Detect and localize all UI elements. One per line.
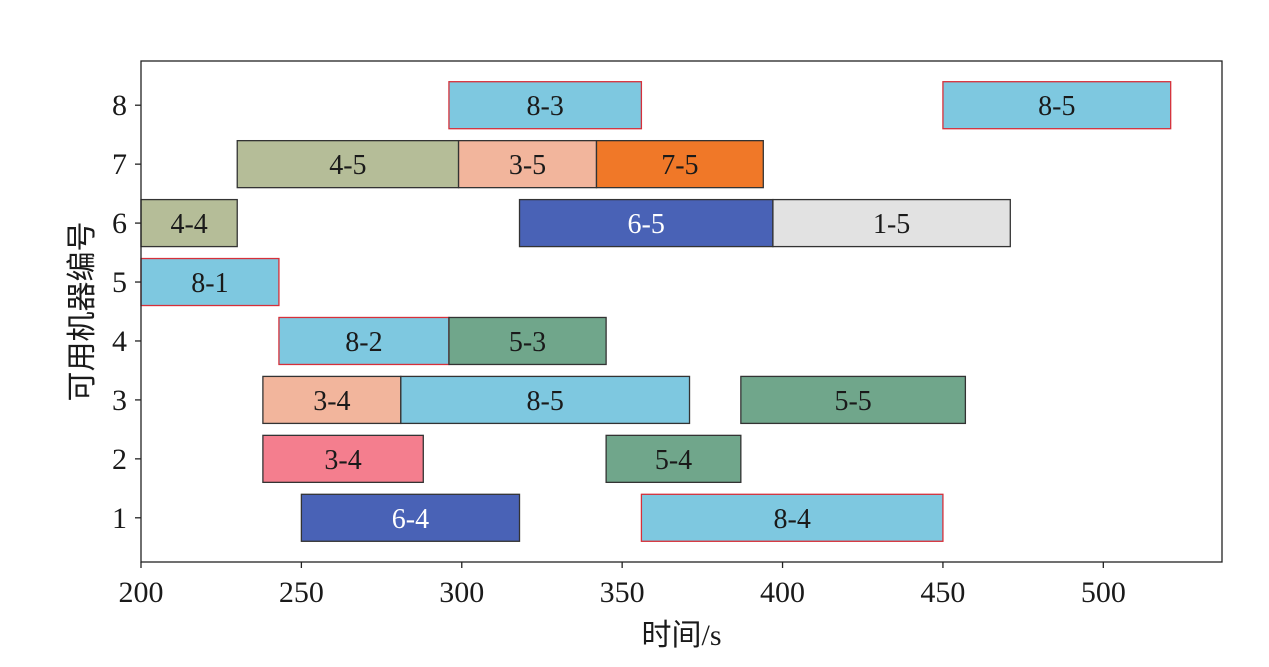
task-label: 6-4 [392, 504, 429, 535]
task-label: 8-1 [191, 268, 228, 299]
task-label: 8-5 [1038, 91, 1075, 122]
x-tick-label: 450 [920, 576, 965, 609]
task-label: 4-4 [170, 209, 207, 240]
task-bar-m3-3-4 [262, 375, 402, 425]
task-bar-m3-8-5 [400, 375, 691, 425]
task-label: 5-3 [509, 327, 546, 358]
task-bar-m6-6-5 [518, 198, 774, 248]
task-bar-m7-7-5 [595, 139, 764, 189]
y-tick-label: 1 [112, 502, 127, 535]
x-tick-label: 250 [279, 576, 324, 609]
x-tick-label: 500 [1081, 576, 1126, 609]
task-label: 4-5 [329, 150, 366, 181]
task-label: 5-5 [834, 386, 871, 417]
task-bar-m1-6-4 [300, 493, 521, 542]
task-label: 5-4 [655, 445, 692, 476]
x-tick-label: 200 [119, 576, 164, 609]
y-tick-label: 3 [112, 384, 127, 417]
y-tick-label: 4 [112, 325, 127, 358]
bars-group: 8-3 8-5 4-5 3-5 7-5 4-4 6-5 1-5 8-1 8-2 5-3 3-4 8-5 5… [140, 81, 1172, 542]
task-bar-m8-8-5 [942, 81, 1172, 130]
task-label: 8-5 [527, 386, 564, 417]
task-label: 8-2 [345, 327, 382, 358]
task-bar-m3-5-5 [740, 375, 967, 425]
task-bar-m4-5-3 [448, 316, 607, 366]
task-label: 8-4 [774, 504, 811, 535]
plot-frame [140, 60, 1223, 563]
y-tick-label: 8 [112, 89, 127, 122]
y-axis-ticks: 1 2 3 4 5 6 7 8 [112, 89, 141, 535]
task-bar-m2-5-4 [605, 434, 742, 484]
x-axis-ticks: 200 250 300 350 400 450 500 [119, 562, 1126, 609]
x-axis-title: 时间/s [641, 619, 721, 652]
y-axis-title: 可用机器编号 [66, 222, 99, 402]
task-bar-m4-8-2 [278, 316, 450, 366]
task-bar-m7-4-5 [236, 139, 460, 189]
y-tick-label: 2 [112, 443, 127, 476]
y-tick-label: 7 [112, 148, 127, 181]
task-bar-m8-8-3 [448, 81, 643, 130]
task-bar-m2-3-4 [262, 434, 424, 484]
task-label: 7-5 [661, 150, 698, 181]
y-tick-label: 5 [112, 266, 127, 299]
task-label: 1-5 [873, 209, 910, 240]
task-label: 8-3 [527, 91, 564, 122]
task-bar-m1-8-4 [640, 493, 944, 542]
task-label: 3-4 [313, 386, 350, 417]
task-label: 3-4 [324, 445, 361, 476]
task-label: 6-5 [628, 209, 665, 240]
x-tick-label: 400 [760, 576, 805, 609]
task-label: 3-5 [509, 150, 546, 181]
x-tick-label: 350 [600, 576, 645, 609]
y-tick-label: 6 [112, 207, 127, 240]
task-bar-m6-1-5 [772, 198, 1011, 248]
x-tick-label: 300 [439, 576, 484, 609]
